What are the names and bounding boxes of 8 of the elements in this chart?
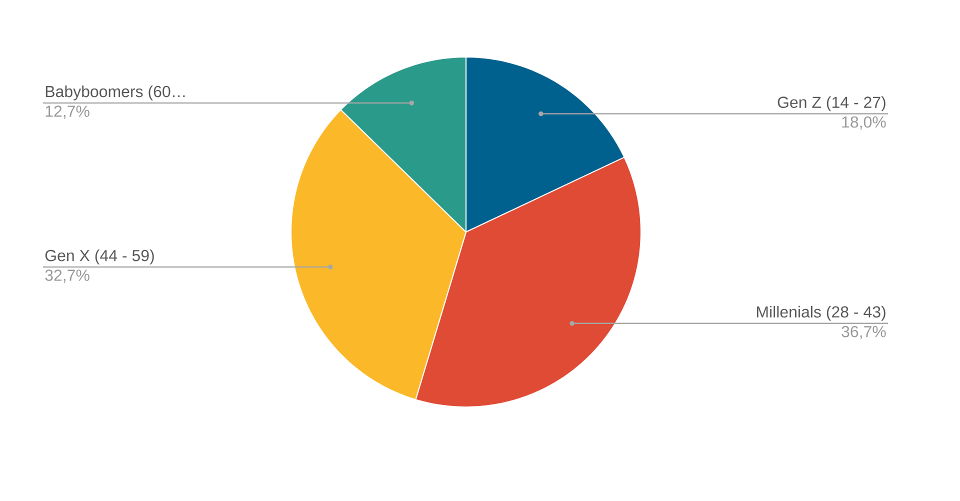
slice-label: Babyboomers (60… [46,85,185,100]
slice-label: Gen X (44 - 59) [45,250,154,264]
data-label: 36,7% [842,326,886,340]
slice-label: Gen Z (14 - 27) [778,96,886,112]
data-label: 18,0% [842,116,886,130]
slice-label: Millenials (28 - 43) [757,306,886,321]
data-label: 32,7% [45,270,90,283]
data-label: 12,7% [46,106,90,119]
